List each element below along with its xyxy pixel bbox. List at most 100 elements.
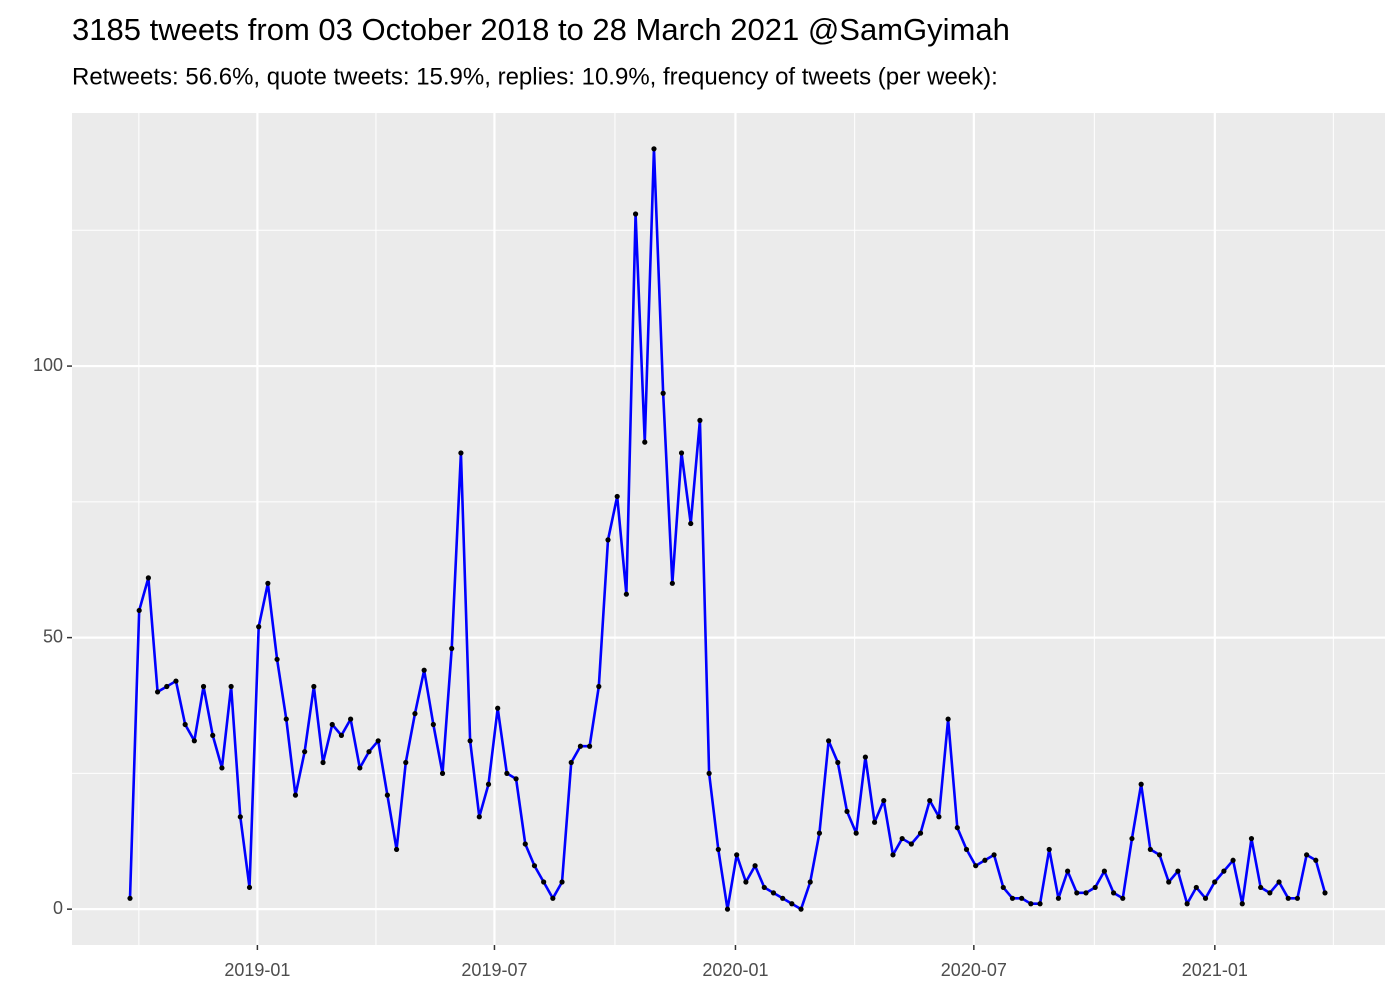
data-point — [1239, 901, 1245, 907]
data-point — [1138, 781, 1144, 787]
data-point — [1184, 901, 1190, 907]
data-point — [1110, 890, 1117, 896]
data-point — [1092, 884, 1098, 891]
y-tick-label: 50 — [43, 626, 63, 646]
data-point — [789, 901, 795, 907]
data-point — [1304, 852, 1310, 858]
data-point — [1120, 895, 1126, 901]
data-point — [642, 439, 648, 445]
data-point — [991, 852, 997, 858]
data-point — [1046, 846, 1052, 853]
data-point — [752, 863, 758, 869]
data-point — [862, 754, 868, 760]
data-point — [982, 857, 988, 863]
data-point — [632, 211, 639, 217]
data-point — [798, 906, 804, 912]
data-point — [430, 721, 436, 728]
plot-panel — [72, 113, 1385, 945]
data-point — [449, 645, 455, 652]
data-point — [458, 450, 464, 456]
data-point — [587, 743, 593, 749]
data-point — [439, 770, 446, 776]
data-point — [871, 819, 878, 825]
data-point — [734, 852, 740, 858]
data-point — [366, 749, 372, 755]
y-tick-label: 100 — [33, 355, 63, 375]
data-point — [973, 863, 979, 869]
data-point — [1019, 895, 1025, 901]
data-point — [1193, 884, 1199, 891]
data-point — [485, 781, 492, 787]
x-tick-label: 2020-01 — [702, 960, 768, 980]
x-tick-label: 2019-07 — [461, 960, 527, 980]
data-point — [476, 814, 482, 820]
chart-subtitle: Retweets: 56.6%, quote tweets: 15.9%, re… — [72, 63, 998, 90]
data-point — [844, 808, 850, 815]
data-point — [219, 765, 225, 771]
data-point — [210, 732, 216, 738]
data-point — [660, 390, 666, 396]
data-point — [1129, 835, 1135, 842]
data-point — [384, 792, 390, 798]
data-point — [375, 738, 381, 744]
data-point — [1000, 884, 1006, 891]
data-point — [1294, 895, 1301, 901]
data-point — [292, 792, 299, 798]
data-point — [1212, 879, 1218, 885]
data-point — [1065, 868, 1071, 874]
data-point — [706, 770, 712, 776]
data-point — [1175, 868, 1181, 874]
data-point — [1028, 901, 1034, 907]
data-point — [1221, 868, 1227, 874]
data-point — [1285, 895, 1291, 901]
x-tick-label: 2020-07 — [941, 960, 1007, 980]
data-point — [164, 683, 170, 690]
data-point — [1083, 890, 1089, 896]
data-point — [320, 759, 326, 766]
data-point — [191, 738, 197, 744]
data-point — [154, 689, 161, 695]
data-point — [890, 852, 896, 858]
data-point — [421, 667, 427, 673]
data-point — [1101, 868, 1107, 874]
data-point — [1147, 846, 1153, 853]
data-point — [246, 884, 253, 891]
data-point — [724, 906, 731, 912]
data-point — [899, 835, 905, 842]
data-point — [1267, 890, 1273, 896]
data-point — [1166, 879, 1172, 885]
data-point — [1322, 890, 1328, 896]
data-point — [945, 716, 951, 722]
data-point — [908, 841, 914, 847]
data-point — [467, 738, 473, 744]
data-point — [715, 846, 721, 853]
data-point — [605, 537, 611, 543]
x-tick-label: 2019-01 — [224, 960, 290, 980]
data-point — [256, 624, 262, 630]
data-point — [761, 884, 767, 891]
data-point — [1037, 901, 1043, 907]
data-point — [963, 846, 970, 853]
data-point — [182, 721, 188, 728]
data-point — [568, 759, 574, 766]
data-point — [596, 683, 602, 690]
data-point — [780, 895, 786, 901]
data-point — [228, 683, 234, 690]
data-point — [513, 776, 519, 782]
data-point — [577, 743, 584, 749]
data-point — [1156, 852, 1163, 858]
data-point — [531, 863, 538, 869]
chart-title: 3185 tweets from 03 October 2018 to 28 M… — [72, 12, 1010, 47]
data-point — [1055, 895, 1062, 901]
data-point — [1258, 884, 1264, 891]
data-point — [302, 749, 308, 755]
data-point — [807, 879, 813, 885]
data-point — [688, 520, 694, 527]
data-point — [826, 738, 832, 744]
data-point — [329, 721, 335, 728]
data-point — [495, 705, 501, 711]
x-tick-label: 2021-01 — [1182, 960, 1248, 980]
data-point — [1009, 895, 1016, 901]
data-point — [936, 814, 942, 820]
